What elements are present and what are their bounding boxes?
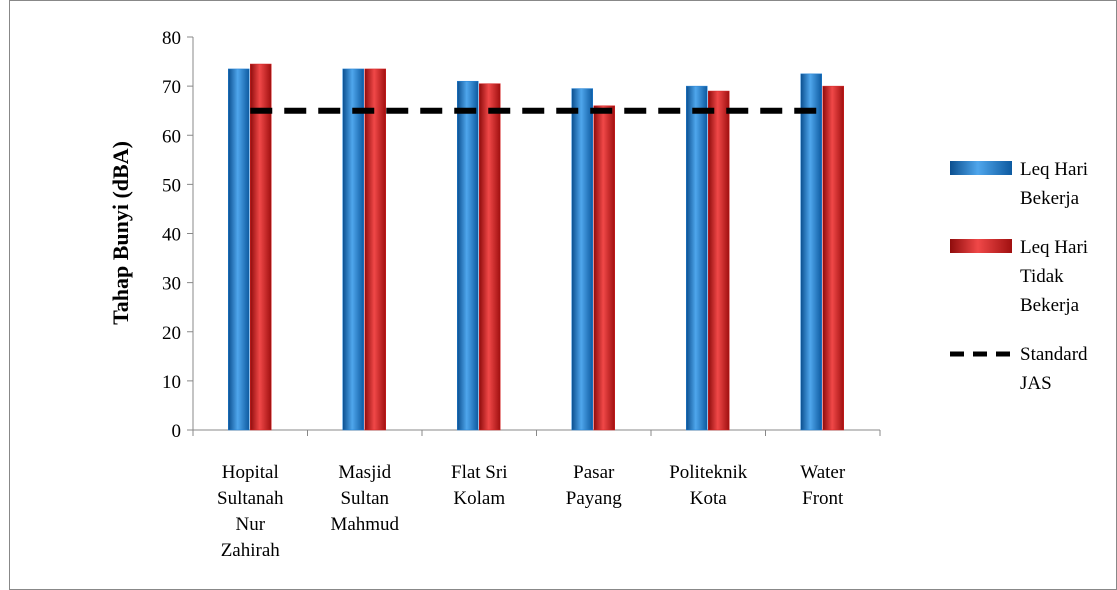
y-tick-label: 70 bbox=[162, 77, 181, 98]
legend-label: Standard JAS bbox=[1020, 344, 1088, 394]
y-tick-label: 40 bbox=[162, 225, 181, 246]
x-tick-label: Pasar Payang bbox=[566, 462, 622, 509]
legend-swatch bbox=[950, 239, 1012, 253]
y-axis-label: Tahap Bunyi (dBA) bbox=[108, 141, 133, 325]
y-tick-label: 10 bbox=[162, 372, 181, 393]
y-tick-label: 20 bbox=[162, 323, 181, 344]
legend-label: Leq Hari Bekerja bbox=[1020, 159, 1088, 209]
y-tick-label: 80 bbox=[162, 28, 181, 49]
bar bbox=[250, 63, 272, 431]
bar bbox=[822, 85, 844, 431]
legend-swatch bbox=[950, 161, 1012, 175]
bar bbox=[342, 68, 364, 431]
y-tick-label: 60 bbox=[162, 126, 181, 147]
bar bbox=[593, 105, 615, 431]
y-tick-label: 50 bbox=[162, 175, 181, 196]
x-tick-label: Politeknik Kota bbox=[669, 462, 748, 509]
bar bbox=[571, 88, 593, 431]
y-tick-label: 0 bbox=[172, 421, 182, 442]
y-tick-label: 30 bbox=[162, 274, 181, 295]
bar bbox=[228, 68, 250, 431]
bar bbox=[800, 73, 822, 431]
legend-label: Leq Hari Tidak Bekerja bbox=[1020, 237, 1088, 316]
bar bbox=[457, 80, 479, 431]
x-tick-label: Masjid Sultan Mahmud bbox=[330, 462, 399, 535]
bar bbox=[364, 68, 386, 431]
bar bbox=[708, 90, 730, 431]
x-tick-label: Flat Sri Kolam bbox=[451, 462, 507, 509]
bar bbox=[479, 83, 501, 431]
x-tick-label: Water Front bbox=[800, 462, 846, 509]
x-tick-label: Hopital Sultanah Nur Zahirah bbox=[217, 462, 284, 561]
bar bbox=[686, 85, 708, 431]
